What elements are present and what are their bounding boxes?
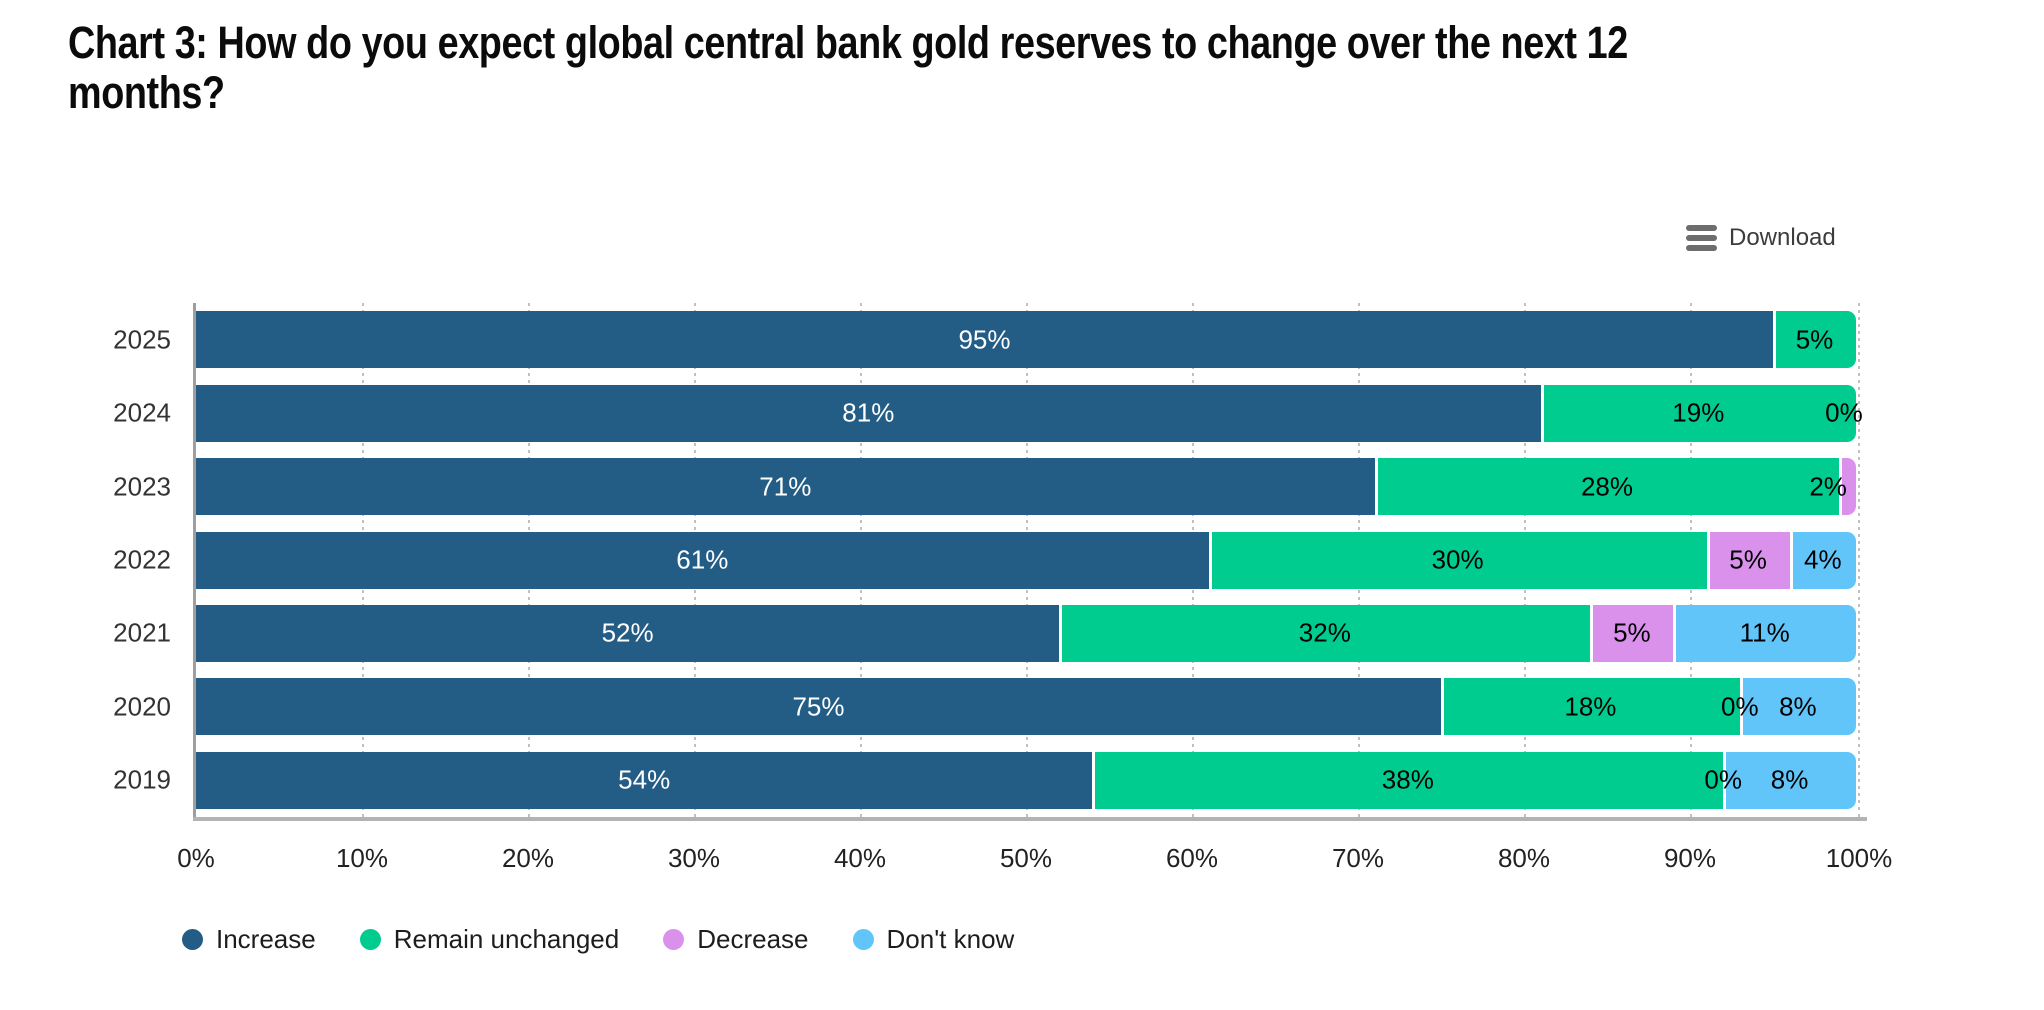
legend-item-increase[interactable]: Increase [182, 924, 316, 955]
bar-row-2024: 81% 19% 0% [196, 384, 1863, 442]
value-label-2023-remain-unchanged: 28% [1580, 471, 1634, 502]
download-menu-icon [1686, 225, 1717, 251]
x-tick-label-60: 60% [1165, 843, 1219, 873]
value-label-2021-decrease: 5% [1613, 617, 1651, 648]
y-axis-label-2019: 2019 [113, 764, 171, 795]
bar-segment-2022-don-t-know[interactable] [1789, 531, 1856, 589]
x-tick-label-70: 70% [1331, 843, 1385, 873]
bar-row-2022: 61% 30% 5% 4% [196, 531, 1856, 589]
bar-segment-2021-don-t-know[interactable] [1673, 604, 1856, 662]
y-axis-label-2024: 2024 [113, 397, 171, 428]
bar-segment-2025-increase[interactable] [196, 311, 1773, 369]
bar-segment-2022-decrease[interactable] [1706, 531, 1790, 589]
bar-segment-2020-increase[interactable] [196, 678, 1441, 736]
bar-segment-2019-don-t-know[interactable] [1723, 751, 1856, 809]
legend-label: Remain unchanged [393, 924, 620, 954]
value-label-2019-increase: 54% [618, 764, 671, 795]
download-label: Download [1729, 224, 1836, 251]
value-label-2019-remain-unchanged: 38% [1381, 764, 1434, 795]
x-tick-label-10: 10% [335, 843, 389, 873]
x-tick-label-0: 0% [177, 843, 215, 873]
y-axis-line [193, 303, 196, 819]
bar-segment-2020-don-t-know[interactable] [1739, 678, 1856, 736]
bar-segment-2025-remain-unchanged[interactable] [1773, 311, 1856, 369]
legend-item-decrease[interactable]: Decrease [663, 924, 809, 955]
bar-segment-2021-decrease[interactable] [1590, 604, 1674, 662]
bar-segment-2023-increase[interactable] [196, 458, 1375, 516]
value-label-2021-don-t-know: 11% [1739, 617, 1790, 648]
bar-row-2023: 71% 28% 2% [196, 458, 1856, 516]
download-button[interactable]: Download [1686, 220, 1836, 256]
value-label-2024-increase: 81% [842, 397, 895, 428]
value-label-2021-remain-unchanged: 32% [1298, 617, 1351, 648]
bar-row-2021: 52% 32% 5% 11% [196, 604, 1856, 662]
legend-label: Decrease [697, 924, 809, 954]
x-tick-label-100: 100% [1825, 843, 1893, 873]
bar-row-2020: 75% 18% 0% 8% [196, 678, 1856, 736]
bar-segment-2021-remain-unchanged[interactable] [1059, 604, 1591, 662]
x-tick-label-80: 80% [1497, 843, 1551, 873]
legend-item-don-t-know[interactable]: Don't know [852, 924, 1015, 955]
value-label-2022-increase: 61% [676, 544, 729, 575]
value-label-2022-don-t-know: 4% [1804, 544, 1842, 575]
legend-item-remain-unchanged[interactable]: Remain unchanged [359, 924, 620, 955]
x-tick-label-90: 90% [1663, 843, 1717, 873]
legend-dot-icon [359, 929, 381, 950]
bar-segment-2022-remain-unchanged[interactable] [1208, 531, 1707, 589]
value-label-2020-remain-unchanged: 18% [1564, 691, 1617, 722]
bar-segment-2023-decrease[interactable] [1839, 458, 1856, 516]
value-label-2022-remain-unchanged: 30% [1431, 544, 1484, 575]
value-label-2019-decrease: 0% [1704, 764, 1742, 795]
legend-dot-icon [182, 929, 203, 950]
bar-segment-2020-remain-unchanged[interactable] [1441, 678, 1740, 736]
x-tick-label-30: 30% [667, 843, 721, 873]
value-label-2024-remain-unchanged: 19% [1672, 397, 1725, 428]
x-tick-label-20: 20% [501, 843, 555, 873]
x-tick-label-40: 40% [833, 843, 887, 873]
x-tick-label-50: 50% [999, 843, 1053, 873]
plot-area: 0% 10% 20% 30% 40% 50% 60% 70% 80% 90% 100% 2025 95%… [113, 303, 1892, 873]
legend-dot-icon [852, 929, 874, 950]
bar-segment-2022-increase[interactable] [196, 531, 1209, 589]
y-axis-label-2020: 2020 [113, 691, 171, 722]
x-axis-line [193, 817, 1867, 821]
value-label-2023-decrease: 2% [1809, 471, 1847, 502]
bar-row-2019: 54% 38% 0% 8% [196, 751, 1856, 809]
value-label-2019-don-t-know: 8% [1770, 764, 1809, 795]
value-label-2021-increase: 52% [601, 617, 654, 648]
bar-segment-2024-increase[interactable] [196, 384, 1541, 442]
bar-segment-2019-remain-unchanged[interactable] [1092, 751, 1724, 809]
bar-segment-2019-increase[interactable] [196, 751, 1093, 809]
y-axis-label-2025: 2025 [113, 324, 171, 355]
bar-segment-2023-remain-unchanged[interactable] [1374, 458, 1840, 516]
value-label-2025-remain-unchanged: 5% [1795, 324, 1834, 355]
value-label-2023-increase: 71% [759, 471, 812, 502]
legend-label: Increase [216, 924, 316, 954]
chart-legend: Increase Remain unchanged Decrease Don't kn… [182, 924, 1014, 955]
y-axis-label-2022: 2022 [113, 544, 171, 575]
legend-dot-icon [663, 929, 685, 950]
y-axis-label-2023: 2023 [113, 471, 171, 502]
value-label-2022-decrease: 5% [1729, 544, 1767, 575]
value-label-2020-decrease: 0% [1721, 691, 1759, 722]
bar-row-2025: 95% 5% [196, 311, 1856, 369]
bar-segment-2021-increase[interactable] [196, 604, 1060, 662]
value-label-2020-don-t-know: 8% [1779, 691, 1817, 722]
chart-title: Chart 3: How do you expect global centra… [68, 17, 1628, 118]
y-axis-label-2021: 2021 [113, 617, 171, 648]
bar-segment-2024-remain-unchanged[interactable] [1540, 384, 1856, 442]
value-label-2024-decrease: 0% [1825, 397, 1863, 428]
value-label-2025-increase: 95% [958, 324, 1011, 355]
value-label-2020-increase: 75% [792, 691, 845, 722]
gridline-100 [1858, 303, 1860, 817]
legend-label: Don't know [886, 924, 1015, 954]
